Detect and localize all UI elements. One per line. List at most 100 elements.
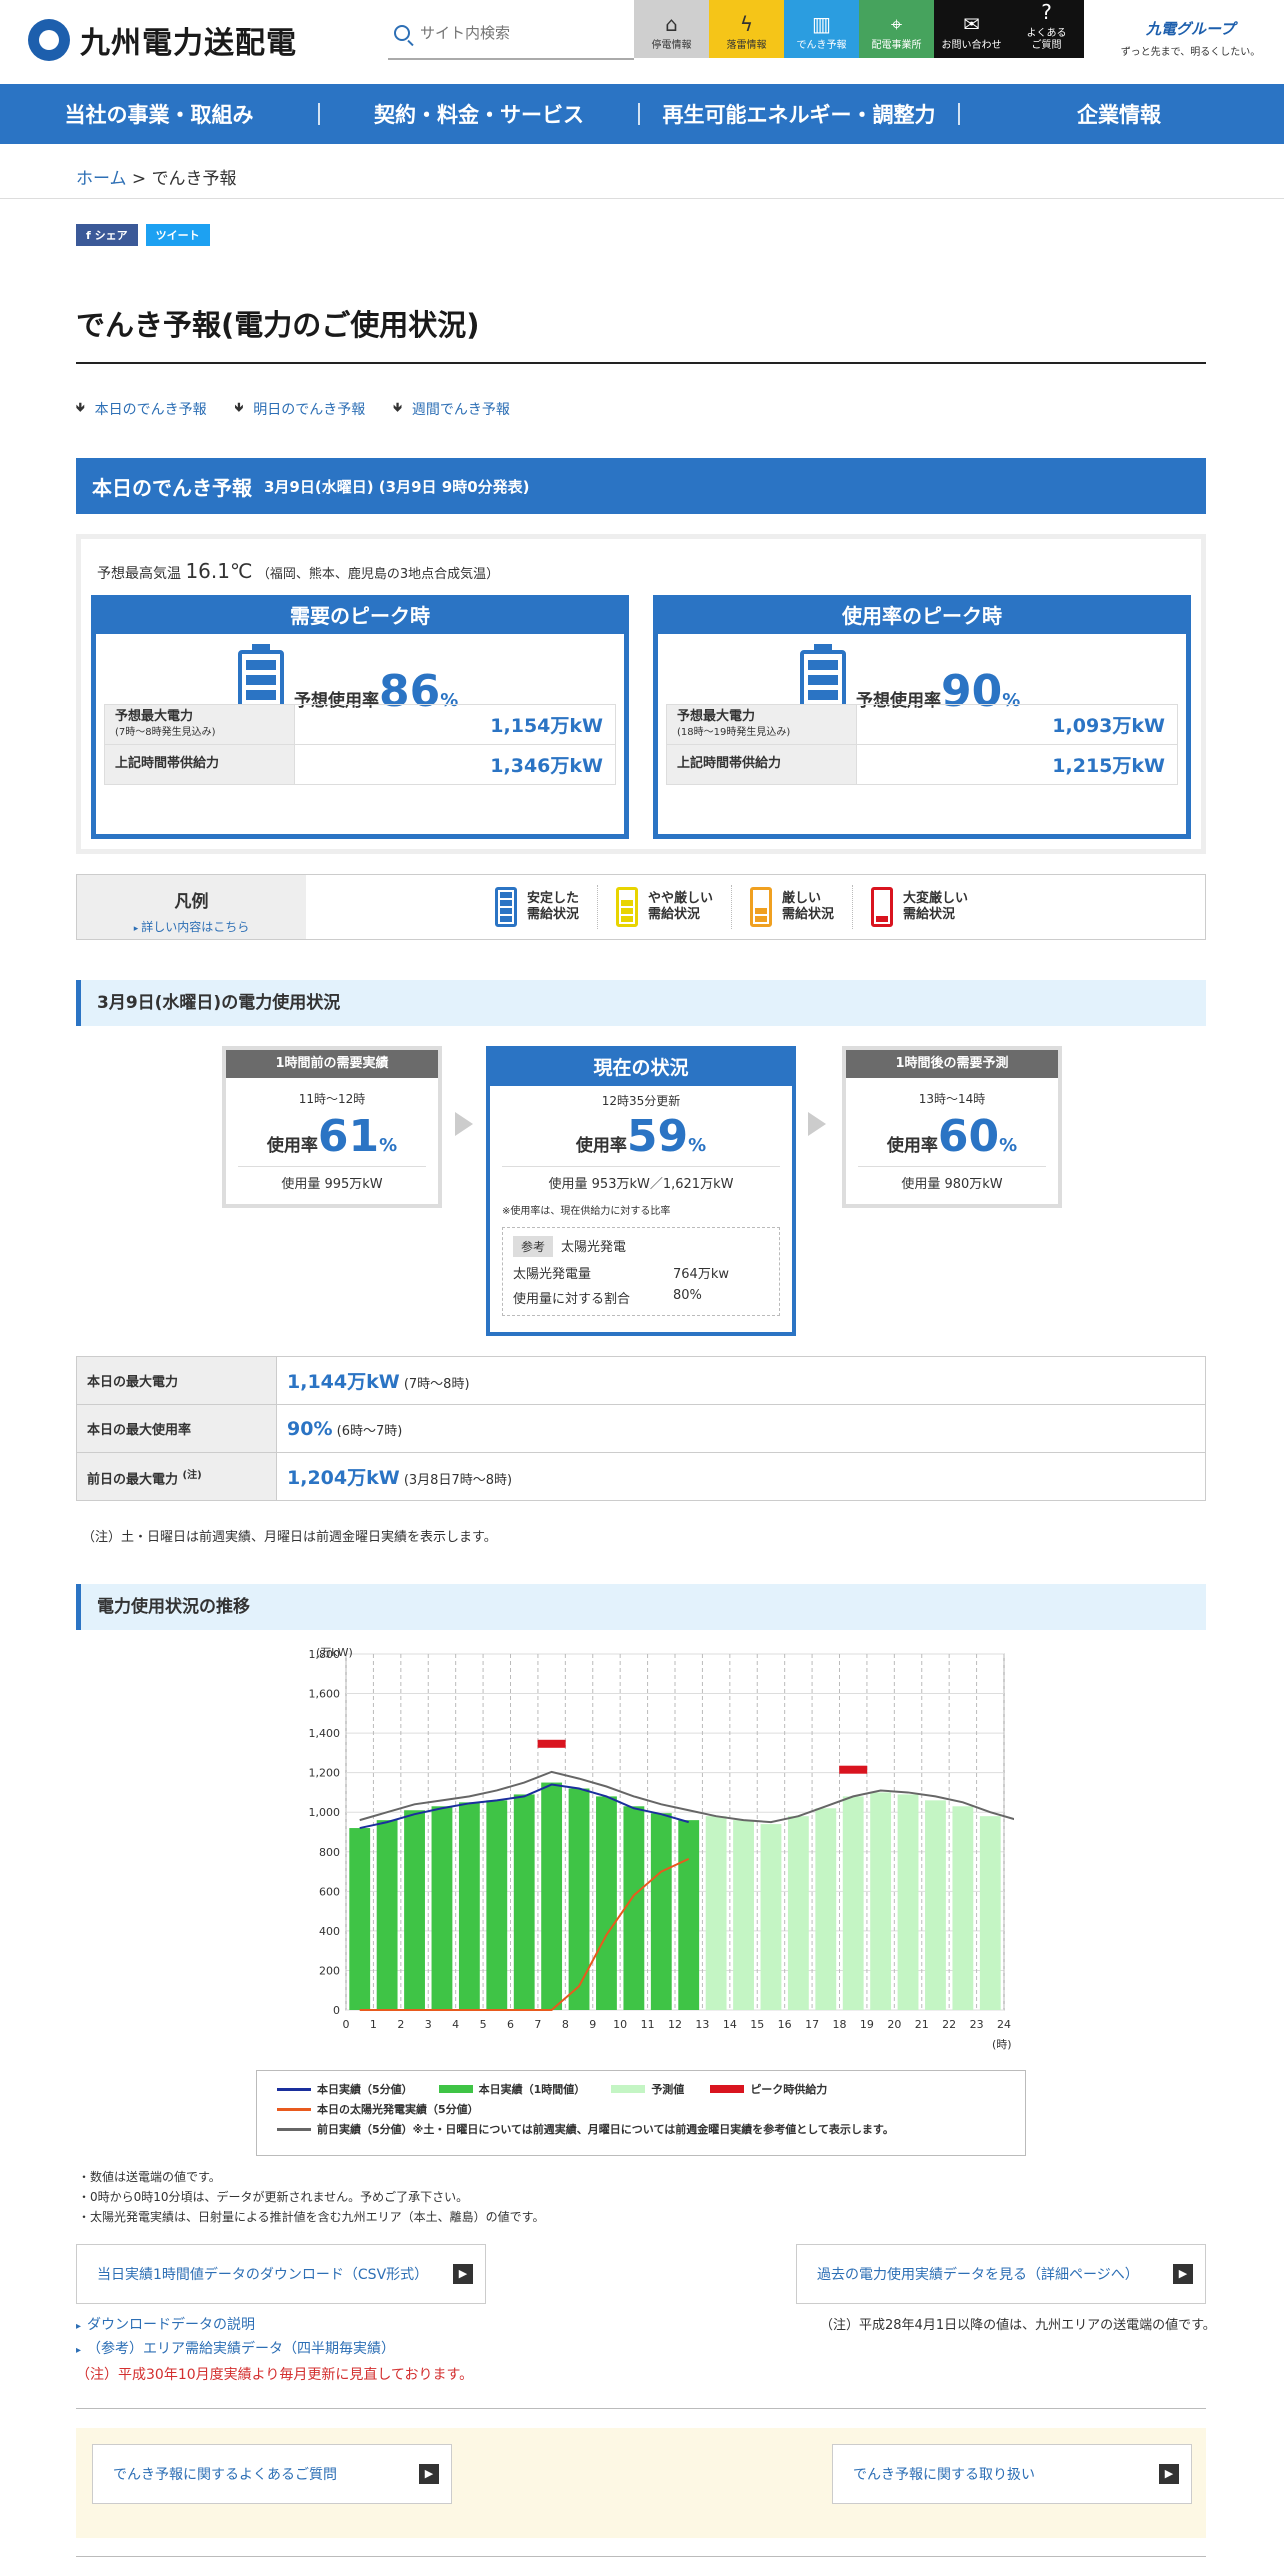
anchor-tomorrow-link[interactable]: 明日のでんき予報 [253, 401, 366, 418]
current-status-card: 現在の状況 12時35分更新 使用率59% 使用量 953万kW／1,621万k… [486, 1046, 796, 1336]
tweet-button[interactable]: ツイート [145, 224, 210, 246]
legend-item: 厳しい 需給状況 [731, 885, 852, 929]
solar-title: 太陽光発電 [561, 1240, 627, 1255]
trend-section-title: 電力使用状況の推移 [76, 1584, 1206, 1630]
quick-button-label: 落雷情報 [726, 40, 767, 51]
past-data-button[interactable]: 過去の電力使用実績データを見る（詳細ページへ） ▶ [796, 2244, 1206, 2304]
chart-legend-item: ピーク時供給力 [710, 2081, 827, 2097]
battery-level-icon [750, 887, 773, 927]
group-logo[interactable]: 九電グループ ずっと先まで、明るくしたい。 [1118, 18, 1263, 58]
quick-button-label: お問い合わせ [941, 40, 1002, 51]
quick-button-map-pin[interactable]: ⌖ 配電事業所 [859, 0, 934, 58]
quick-button-question[interactable]: ? よくある ご質問 [1009, 0, 1084, 58]
search-input[interactable] [420, 24, 600, 42]
quick-button-power-outage[interactable]: ⌂ 停電情報 [634, 0, 709, 58]
nav-corporate[interactable]: 企業情報 [1077, 103, 1161, 127]
title-underline [76, 362, 1206, 364]
chart-svg: 0 200 400 600 800 1,000 1,200 1,400 1,600 1,800 0 1… [309, 1646, 1018, 2051]
facebook-share-button[interactable]: f シェア [76, 224, 138, 246]
usage-trend-chart: 0 200 400 600 800 1,000 1,200 1,400 1,600 1,800 0 1… [270, 1644, 1018, 2052]
x-tick-label: 17 [805, 2018, 819, 2031]
quick-button-lightning[interactable]: ϟ 落雷情報 [709, 0, 784, 58]
card-note: ※使用率は、現在供給力に対する比率 [502, 1206, 671, 1217]
quick-button-mail[interactable]: ✉ お問い合わせ [934, 0, 1009, 58]
download-explain-item[interactable]: ▸ ダウンロードデータの説明 [76, 2314, 473, 2338]
x-tick-label: 6 [507, 2018, 514, 2031]
quick-button-label: でんき予報 [796, 40, 847, 51]
site-header: 九州電力送配電 ⌂ 停電情報 ϟ 落雷情報 ▥ でんき予報 ⌖ 配電事業所 ✉ お問い合わせ? よく… [0, 0, 1284, 84]
breadcrumb-current: でんき予報 [151, 169, 237, 189]
breadcrumb: ホーム > でんき予報 [76, 164, 237, 189]
nav-renewable[interactable]: 再生可能エネルギー・調整力 [662, 103, 936, 127]
arrow-right-icon [808, 1112, 826, 1136]
global-nav: 当社の事業・取組み 契約・料金・サービス 再生可能エネルギー・調整力 企業情報 [0, 84, 1284, 144]
solar-tag: 参考 [513, 1236, 554, 1257]
breadcrumb-home[interactable]: ホーム [76, 169, 127, 189]
temp-value: 16.1℃ [185, 559, 253, 583]
power-outage-icon: ⌂ [665, 12, 678, 36]
legend-swatch [438, 2085, 473, 2093]
search-icon[interactable] [394, 25, 410, 41]
bar-forecast [952, 1806, 974, 2010]
faq-button[interactable]: でんき予報に関するよくあるご質問 ▶ [92, 2444, 452, 2504]
card-time: 13時～14時 [918, 1092, 986, 1106]
bar-actual [678, 1820, 700, 2010]
area-data-link[interactable]: （参考）エリア需給実績データ（四半期毎実績） [87, 2340, 396, 2357]
row-label: 予想最大電力 (18時〜19時発生見込み) [666, 704, 857, 745]
anchor-weekly[interactable]: 🡻 週間でんき予報 [393, 398, 510, 419]
note-line: ・太陽光発電実績は、日射量による推計値を含む九州エリア（本土、離島）の値です。 [78, 2209, 545, 2224]
csv-download-button[interactable]: 当日実績1時間値データのダウンロード（CSV形式） ▶ [76, 2244, 486, 2304]
x-tick-label: 3 [425, 2018, 432, 2031]
legend-swatch [710, 2085, 745, 2093]
chart-legend-item: 本日の太陽光発電実績（5分値） [277, 2101, 479, 2117]
bar-forecast [815, 1808, 837, 2010]
chart-notes: ・数値は送電端の値です。 ・0時から0時10分頃は、データが更新されません。予めご… [78, 2168, 544, 2227]
faq-link[interactable]: でんき予報に関するよくあるご質問 [113, 2467, 337, 2483]
x-axis-label: (時) [992, 2038, 1012, 2051]
x-tick-label: 8 [562, 2018, 569, 2031]
arrow-right-icon: ▶ [419, 2464, 439, 2484]
site-logo[interactable]: 九州電力送配電 [28, 18, 297, 62]
arrow-right-icon: ▶ [1159, 2464, 1179, 2484]
y-tick-label: 0 [333, 2004, 340, 2017]
area-data-item[interactable]: ▸ （参考）エリア需給実績データ（四半期毎実績） [76, 2338, 473, 2362]
bar-forecast [733, 1820, 754, 2010]
quick-button-label: 停電情報 [651, 40, 692, 51]
quick-button-battery[interactable]: ▥ でんき予報 [784, 0, 859, 58]
legend-detail[interactable]: ▸ 詳しい内容はこちら [133, 920, 250, 934]
anchor-today-link[interactable]: 本日のでんき予報 [94, 401, 207, 418]
nav-business[interactable]: 当社の事業・取組み [64, 103, 254, 127]
divider [76, 2408, 1206, 2409]
x-tick-label: 9 [589, 2018, 596, 2031]
handling-button[interactable]: でんき予報に関する取り扱い ▶ [832, 2444, 1192, 2504]
x-tick-label: 10 [613, 2018, 627, 2031]
legend-item-label: 安定した 需給状況 [527, 890, 580, 922]
bar-actual [568, 1788, 590, 2010]
y-tick-label: 1,200 [309, 1767, 341, 1780]
anchor-links: 🡻 本日のでんき予報 🡻 明日のでんき予報 🡻 週間でんき予報 [76, 398, 510, 419]
nav-contract[interactable]: 契約・料金・サービス [374, 103, 584, 127]
legend-label: 本日実績（1時間値） [478, 2083, 586, 2096]
y-tick-label: 1,600 [309, 1688, 341, 1701]
search-box[interactable] [388, 8, 634, 60]
anchor-weekly-link[interactable]: 週間でんき予報 [411, 401, 510, 418]
faq-area: でんき予報に関するよくあるご質問 ▶ でんき予報に関する取り扱い ▶ [76, 2428, 1206, 2538]
bar-actual [513, 1794, 535, 2010]
y-tick-label: 1,000 [309, 1806, 341, 1819]
card-header: 現在の状況 [490, 1050, 792, 1086]
legend-detail-link[interactable]: 詳しい内容はこちら [141, 920, 250, 934]
peak-supply-marker [537, 1739, 566, 1748]
bar-forecast [897, 1794, 919, 2010]
anchor-tomorrow[interactable]: 🡻 明日のでんき予報 [235, 398, 366, 419]
past-data-link[interactable]: 過去の電力使用実績データを見る（詳細ページへ） [817, 2267, 1139, 2283]
breadcrumb-sep: > [126, 169, 152, 189]
usage-section-title: 3月9日(水曜日)の電力使用状況 [76, 980, 1206, 1026]
chart-legend-item: 予測値 [611, 2081, 684, 2097]
csv-download-link[interactable]: 当日実績1時間値データのダウンロード（CSV形式） [97, 2267, 429, 2283]
download-explain-link[interactable]: ダウンロードデータの説明 [87, 2317, 256, 2333]
x-tick-label: 14 [723, 2018, 737, 2031]
peak-card-title: 需要のピーク時 [96, 600, 624, 634]
question-icon: ? [1041, 0, 1052, 24]
handling-link[interactable]: でんき予報に関する取り扱い [853, 2467, 1035, 2483]
anchor-today[interactable]: 🡻 本日のでんき予報 [76, 398, 207, 419]
